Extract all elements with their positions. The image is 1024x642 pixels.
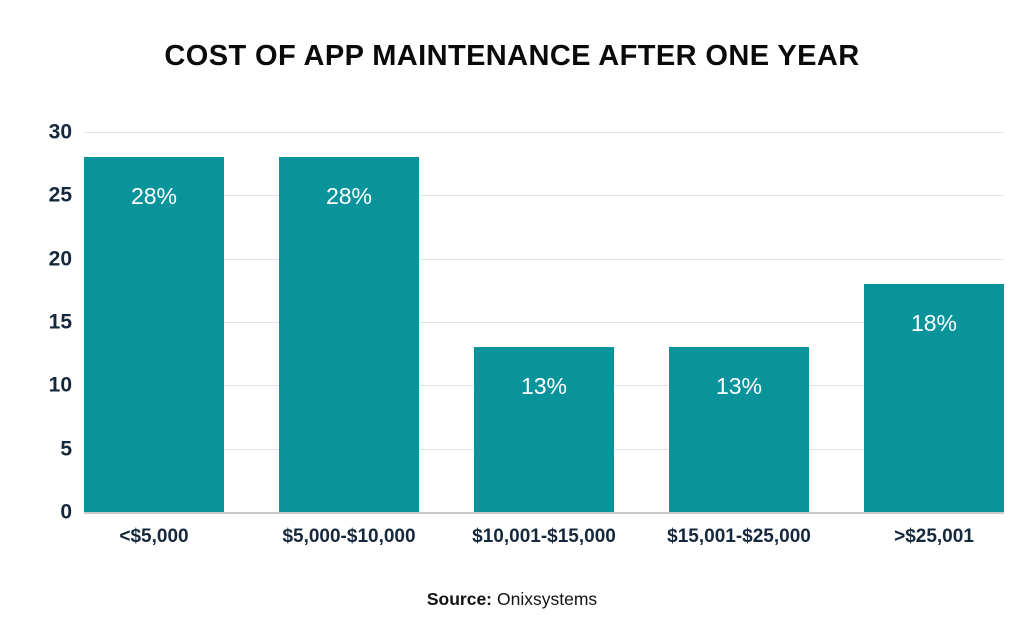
bar-value-label: 18% [910,310,958,336]
bar-value-label: 28% [130,183,178,210]
x-axis-label: >$25,001 [894,526,974,547]
y-tick-label: 10 [48,373,72,397]
x-axis-label: $10,001-$15,000 [472,526,616,547]
bar: 18% [864,284,1004,512]
x-axis-line [84,512,1004,514]
bar: 13% [474,347,614,512]
source-line: Source: Onixsystems [0,589,1024,610]
y-tick-label: 20 [48,247,72,271]
bar: 28% [84,157,224,512]
gridline [84,322,1004,323]
bar-value-label: 13% [715,373,763,400]
y-tick-label: 5 [60,437,72,461]
source-label: Source: [426,589,492,609]
plot-area: 28% <$5,000 28% $5,000-$10,000 13% $10,001-$1… [84,132,1004,547]
y-tick-label: 25 [48,183,72,207]
gridline [84,258,1004,260]
x-axis-label: <$5,000 [119,526,189,547]
chart-title: COST OF APP MAINTENANCE AFTER ONE YEAR [164,40,860,72]
bar: 13% [669,347,809,512]
x-axis-label: $15,001-$25,000 [667,526,811,547]
y-tick-label: 15 [48,310,72,334]
x-axis-label: $5,000-$10,000 [282,526,416,547]
y-tick-label: 0 [60,500,72,524]
bar-value-label: 13% [520,373,568,400]
y-axis: 0 5 10 15 20 25 30 [16,122,72,523]
bar-value-label: 28% [325,183,373,210]
source-value: Onixsystems [497,589,598,609]
gridline [84,195,1004,197]
gridline [84,132,1004,133]
bar: 28% [279,157,419,512]
y-tick-label: 30 [48,120,72,144]
